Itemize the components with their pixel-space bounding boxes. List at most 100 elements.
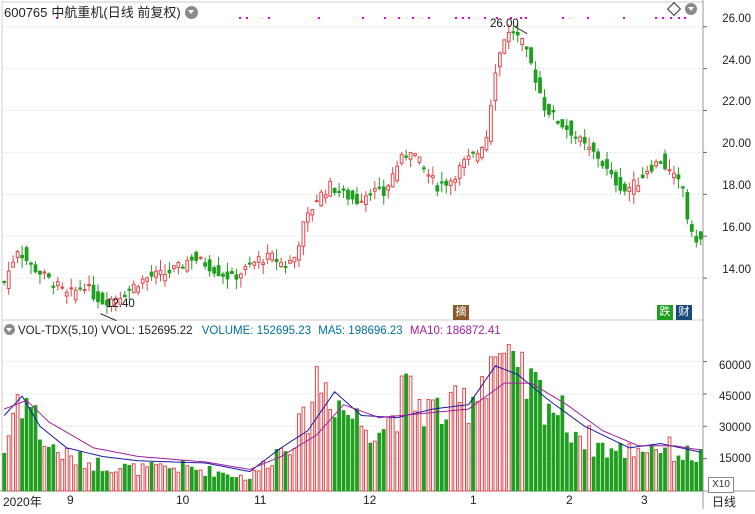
candle-body [20, 254, 24, 259]
volume-bar [636, 448, 641, 492]
volume-bar [46, 446, 51, 492]
candle-body [82, 289, 87, 292]
chevron-down-icon[interactable] [685, 3, 697, 15]
candle-body [694, 236, 699, 243]
candle-body [681, 186, 685, 189]
volume-bar [618, 443, 623, 492]
volume-bar [372, 440, 377, 492]
candle-body [172, 265, 176, 270]
event-dot [587, 17, 589, 19]
candle-body [377, 186, 382, 189]
volume-bar [221, 472, 225, 492]
volume-bar [256, 470, 261, 492]
volume-bar [591, 456, 596, 492]
volume-bar [51, 444, 56, 492]
event-badge[interactable]: 摘 [453, 305, 469, 320]
candle-body [261, 262, 266, 266]
event-dot [525, 17, 527, 19]
candle-body [180, 266, 185, 269]
candle-body [390, 173, 395, 188]
volume-bar [596, 442, 600, 492]
candle-body [154, 270, 158, 278]
candle-body [230, 271, 234, 274]
stock-name: 中航重机(日线 前复权) [51, 5, 181, 20]
x-axis-label: 11 [254, 493, 267, 507]
event-badge-down[interactable]: 跌 [657, 305, 673, 320]
volume-bar [189, 466, 194, 492]
event-dot [412, 17, 414, 19]
volume-bar [631, 456, 636, 492]
volume-bar [212, 476, 216, 492]
volume-bar [395, 431, 400, 492]
volume-bar [430, 399, 435, 492]
candle-body [618, 177, 623, 191]
candle-body [484, 136, 489, 151]
candle-body [399, 153, 404, 164]
volume-bar [564, 432, 569, 492]
candle-body [274, 258, 279, 263]
candle-body [511, 31, 516, 34]
candle-body [493, 72, 498, 102]
volume-bar [694, 462, 699, 492]
volume-bar [38, 439, 42, 492]
candle-body [622, 183, 627, 192]
candle-body [60, 286, 65, 289]
event-badge-finance[interactable]: 财 [676, 305, 692, 320]
candle-body [600, 161, 605, 167]
volume-bar [96, 457, 100, 492]
candle-body [605, 159, 609, 169]
volume-bar [283, 451, 288, 492]
volume-bar [355, 408, 359, 492]
candle-body [448, 180, 453, 186]
candle-body [136, 286, 141, 293]
volume-bar [131, 463, 136, 492]
candle-body [33, 264, 38, 273]
volume-bar [524, 398, 529, 492]
candle-body [15, 251, 20, 258]
candle-body [685, 191, 690, 220]
candle-body [627, 186, 632, 192]
volume-bar [404, 373, 408, 492]
volume-bar [319, 392, 324, 492]
candle-body [243, 266, 248, 270]
candle-body [203, 262, 208, 267]
candle-body [587, 146, 592, 150]
candle-body [556, 121, 560, 124]
candle-body [560, 119, 565, 128]
volume-bar [194, 469, 199, 492]
candle-body [417, 156, 422, 163]
volume-bar [297, 413, 301, 492]
volume-bar [288, 454, 292, 492]
volume-bar [600, 442, 605, 492]
x10-button[interactable]: X10 [708, 477, 734, 493]
volume-bar [689, 460, 694, 492]
title-dropdown-icon[interactable] [184, 6, 198, 19]
event-dot [268, 17, 270, 19]
candle-body [453, 178, 458, 183]
event-dot [623, 17, 625, 19]
candle-body [176, 261, 181, 268]
candle-body [11, 261, 16, 268]
candle-body [542, 97, 547, 111]
candle-body [279, 261, 283, 268]
event-dot [662, 17, 664, 19]
period-label[interactable]: 日线 [712, 495, 737, 509]
event-dot [239, 17, 241, 19]
candle-body [676, 174, 681, 180]
volume-bar [685, 445, 690, 492]
candle-body [426, 174, 431, 177]
candle-body [109, 298, 114, 308]
volume-bar [609, 448, 614, 492]
candle-body [506, 31, 511, 43]
candle-body [462, 159, 467, 169]
volume-bar [413, 410, 417, 492]
event-dot [246, 17, 248, 19]
volume-axis-label: 30000 [719, 422, 751, 434]
event-dot [510, 17, 512, 19]
volume-bar [511, 350, 516, 492]
volume-bar [163, 465, 167, 492]
candle-body [69, 287, 74, 290]
indicator-dropdown-icon[interactable] [4, 324, 15, 335]
volume-bar [261, 460, 266, 492]
